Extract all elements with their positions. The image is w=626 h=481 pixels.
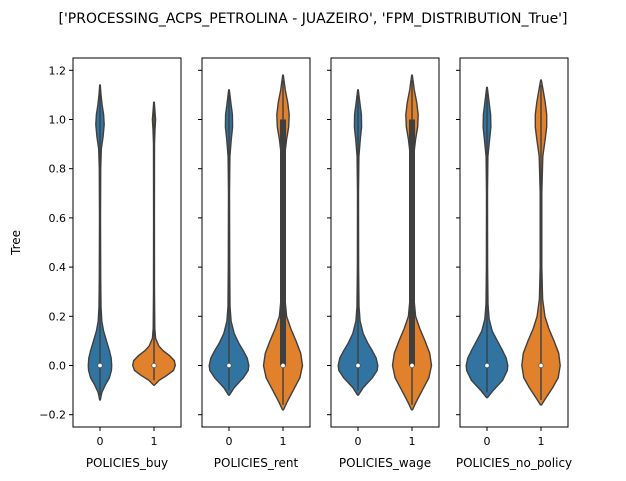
figure-title: ['PROCESSING_ACPS_PETROLINA - JUAZEIRO',… (58, 11, 567, 27)
x-tick-label: 0 (97, 435, 104, 448)
violin-median (151, 362, 157, 368)
y-tick-label: 0.2 (49, 310, 67, 323)
violin-median (97, 362, 103, 368)
violin-iqr-box (280, 119, 286, 366)
y-tick-label: 0.8 (49, 163, 67, 176)
x-axis-label: POLICIES_wage (339, 456, 431, 470)
panel-frame (201, 57, 311, 428)
violin-iqr-box (409, 119, 415, 366)
violin-median (280, 362, 286, 368)
y-tick-label: −0.2 (39, 409, 66, 422)
panel-2: 0 1 POLICIES_rent (198, 57, 311, 470)
x-axis-label: POLICIES_no_policy (456, 456, 572, 470)
panels-group: −0.2 0.0 0.2 0.4 0.6 0.8 1.0 1.2 0 1 POLICIES_buy 0… (39, 57, 572, 470)
panel-frame (459, 57, 569, 428)
x-tick-label: 0 (484, 435, 491, 448)
panel-4: 0 1 POLICIES_no_policy (456, 57, 572, 470)
panel-3: 0 1 POLICIES_wage (327, 57, 440, 470)
y-axis-label: Tree (9, 230, 23, 256)
panel-frame (72, 57, 182, 428)
x-tick-label: 1 (538, 435, 545, 448)
x-axis-label: POLICIES_buy (86, 456, 168, 470)
violin-median (355, 362, 361, 368)
y-tick-label: 0.0 (49, 360, 67, 373)
y-tick-label: 1.0 (49, 114, 67, 127)
violin-median (484, 362, 490, 368)
x-tick-label: 0 (226, 435, 233, 448)
y-tick-label: 1.2 (49, 64, 67, 77)
panel-1: −0.2 0.0 0.2 0.4 0.6 0.8 1.0 1.2 0 1 POLICIES_buy (39, 57, 182, 470)
violin-median (226, 362, 232, 368)
x-axis-label: POLICIES_rent (214, 456, 299, 470)
y-tick-label: 0.4 (49, 261, 67, 274)
panel-frame (330, 57, 440, 428)
violin-median (538, 362, 544, 368)
violin-median (409, 362, 415, 368)
x-tick-label: 0 (355, 435, 362, 448)
x-tick-label: 1 (280, 435, 287, 448)
y-tick-label: 0.6 (49, 212, 67, 225)
x-tick-label: 1 (409, 435, 416, 448)
x-tick-label: 1 (151, 435, 158, 448)
